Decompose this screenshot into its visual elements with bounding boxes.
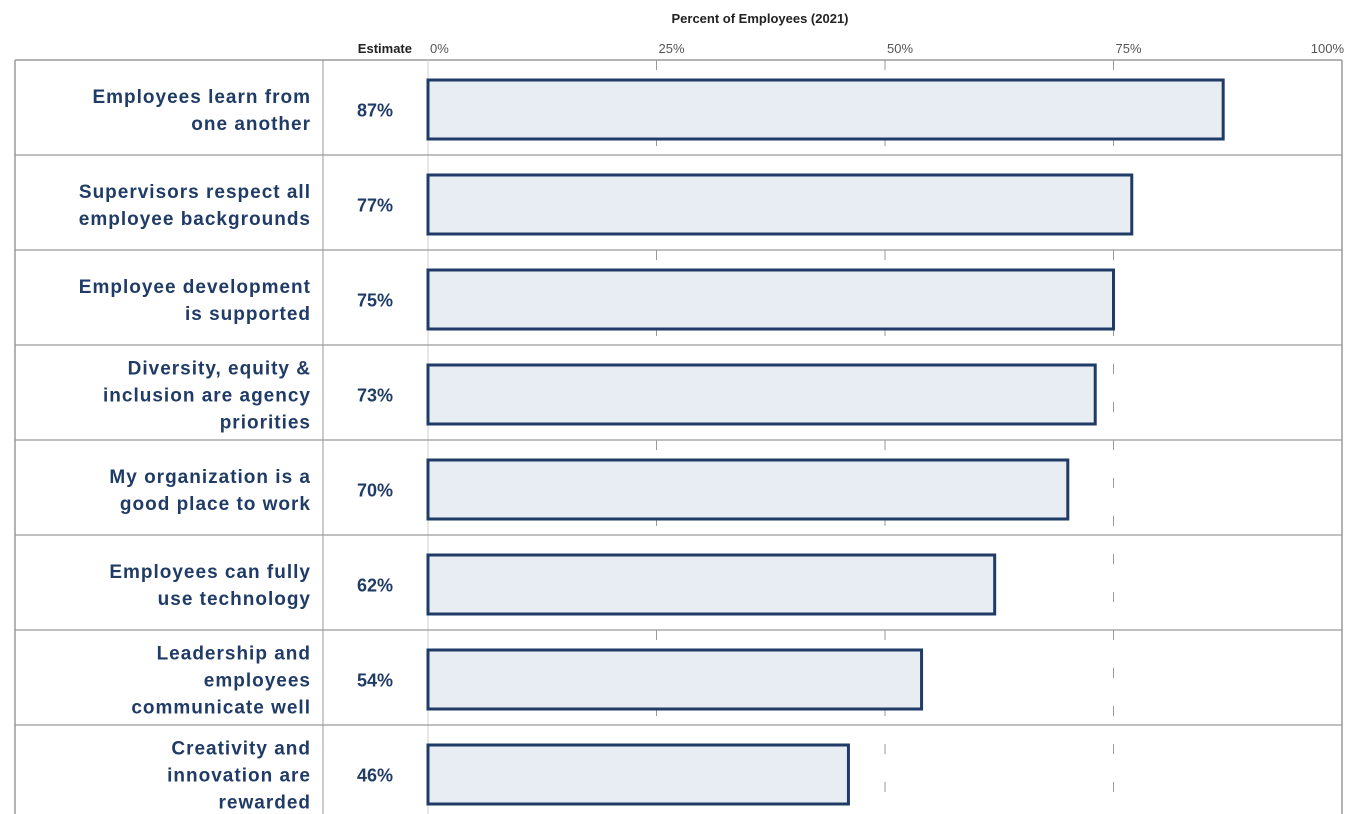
bar-value-label: 87%: [357, 101, 393, 121]
bar: [426, 743, 850, 806]
bar: [426, 648, 924, 711]
x-tick-label: 100%: [1311, 41, 1345, 56]
estimate-column-header: Estimate: [358, 41, 412, 56]
bar: [426, 173, 1134, 236]
chart-title: Percent of Employees (2021): [671, 11, 848, 26]
x-tick-label: 0%: [430, 41, 449, 56]
bar: [426, 363, 1097, 426]
x-tick-label: 25%: [659, 41, 685, 56]
category-label: Supervisors respect all employee backgrou…: [79, 182, 311, 230]
bar-value-label: 46%: [357, 766, 393, 786]
x-tick-label: 75%: [1116, 41, 1142, 56]
bar: [426, 268, 1115, 331]
bar-value-label: 77%: [357, 196, 393, 216]
bar-value-label: 70%: [357, 481, 393, 501]
bar: [426, 78, 1225, 141]
bar: [426, 553, 997, 616]
category-label: Leadership and employees communicate well: [131, 644, 311, 719]
category-label: Employees learn from one another: [92, 87, 311, 135]
category-label: Creativity and innovation are rewarded: [167, 739, 311, 814]
category-label: Employees can fully use technology: [109, 562, 311, 610]
bar-value-label: 73%: [357, 386, 393, 406]
category-label: Diversity, equity & inclusion are agency p…: [103, 359, 311, 434]
category-label: My organization is a good place to work: [109, 467, 311, 515]
bar-value-label: 54%: [357, 671, 393, 691]
bar: [426, 458, 1070, 521]
category-label: Employee development is supported: [79, 277, 311, 325]
bar-value-label: 62%: [357, 576, 393, 596]
bar-value-label: 75%: [357, 291, 393, 311]
x-tick-label: 50%: [887, 41, 913, 56]
